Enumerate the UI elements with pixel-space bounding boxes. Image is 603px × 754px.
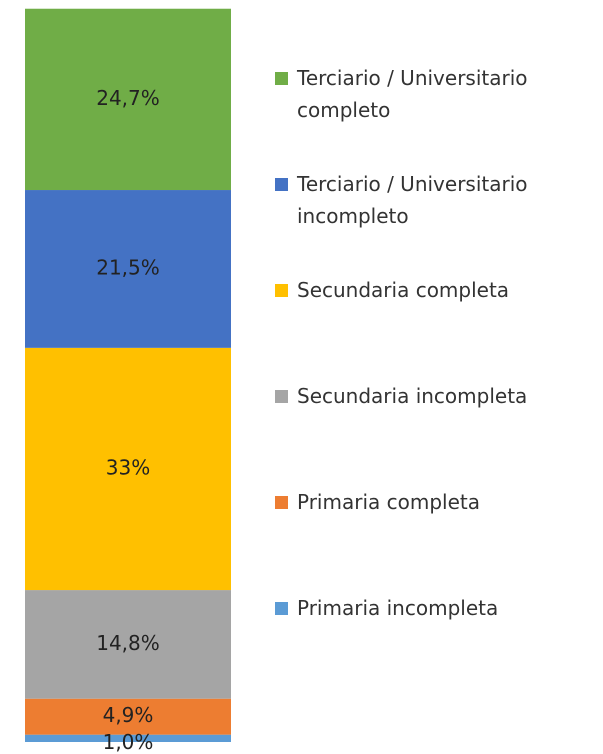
legend-swatch: [275, 390, 288, 403]
bar-segment: [25, 698, 231, 735]
bar-segment: [25, 8, 231, 191]
legend-label: Terciario / Universitario incompleto: [297, 172, 528, 228]
bar-segment: [25, 347, 231, 591]
data-label: 24,7%: [96, 86, 160, 110]
bar-segment: [25, 190, 231, 348]
data-label: 33%: [106, 455, 150, 479]
legend-label: Secundaria incompleta: [297, 384, 528, 408]
legend-swatch: [275, 602, 288, 615]
legend-swatch: [275, 72, 288, 85]
legend-label: Primaria incompleta: [297, 596, 499, 620]
legend-item: Terciario / Universitario incompleto: [275, 168, 580, 232]
bar-segment: [25, 590, 231, 699]
legend-label: Secundaria completa: [297, 278, 510, 302]
legend-item: Terciario / Universitario completo: [275, 62, 580, 126]
legend-label: Primaria completa: [297, 490, 480, 514]
legend-swatch: [275, 496, 288, 509]
data-label: 14,8%: [96, 631, 160, 655]
legend-swatch: [275, 178, 288, 191]
bar-segment: [25, 734, 231, 742]
data-label: 21,5%: [96, 255, 160, 279]
legend-item: Secundaria completa: [275, 274, 580, 306]
legend-item: Primaria completa: [275, 486, 580, 518]
legend-item: Primaria incompleta: [275, 592, 580, 624]
data-label: 1,0%: [103, 730, 154, 754]
legend-swatch: [275, 284, 288, 297]
data-label: 4,9%: [103, 703, 154, 727]
legend-label: Terciario / Universitario completo: [297, 66, 528, 122]
legend-item: Secundaria incompleta: [275, 380, 580, 412]
